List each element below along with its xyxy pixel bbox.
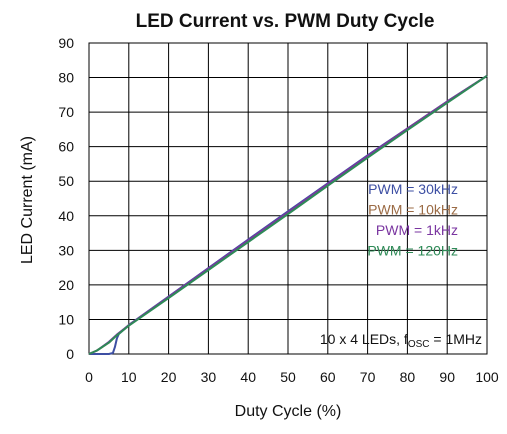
legend-entry: PWM = 30kHz <box>368 181 458 197</box>
y-axis-label: LED Current (mA) <box>19 136 36 264</box>
y-axis-ticks: 0 10 20 30 40 50 60 70 80 90 <box>58 35 74 362</box>
annotation-prefix: 10 x 4 LEDs, f <box>320 331 408 347</box>
x-axis-label: Duty Cycle (%) <box>235 403 342 420</box>
x-tick-label: 0 <box>85 369 93 385</box>
y-tick-label: 40 <box>58 208 74 224</box>
x-axis-ticks: 0 10 20 30 40 50 60 70 80 90 100 <box>85 369 499 385</box>
x-tick-label: 50 <box>280 369 296 385</box>
y-tick-label: 90 <box>58 35 74 51</box>
y-tick-label: 70 <box>58 104 74 120</box>
grid <box>89 43 487 354</box>
x-tick-label: 40 <box>240 369 256 385</box>
y-tick-label: 30 <box>58 242 74 258</box>
legend-entry: PWM = 10kHz <box>368 202 458 218</box>
series-line-4 <box>88 74 488 355</box>
series-lines <box>88 74 488 355</box>
legend: PWM = 30kHz PWM = 10kHz PWM = 1kHz PWM = 12… <box>367 181 458 259</box>
legend-entry: PWM = 120Hz <box>367 243 458 259</box>
y-tick-label: 50 <box>58 173 74 189</box>
x-tick-label: 100 <box>475 369 499 385</box>
x-tick-label: 90 <box>439 369 455 385</box>
x-tick-label: 30 <box>201 369 217 385</box>
plot-frame <box>88 42 488 355</box>
y-tick-label: 20 <box>58 277 74 293</box>
x-tick-label: 80 <box>400 369 416 385</box>
legend-entry: PWM = 1kHz <box>376 222 458 238</box>
x-tick-label: 70 <box>360 369 376 385</box>
y-tick-label: 80 <box>58 70 74 86</box>
y-tick-label: 60 <box>58 139 74 155</box>
x-tick-label: 10 <box>121 369 137 385</box>
chart-title: LED Current vs. PWM Duty Cycle <box>136 11 435 32</box>
annotation-subscript: OSC <box>408 339 430 350</box>
annotation-suffix: = 1MHz <box>429 331 482 347</box>
y-tick-label: 10 <box>58 311 74 327</box>
annotation: 10 x 4 LEDs, fOSC = 1MHz <box>320 331 482 350</box>
x-tick-label: 60 <box>320 369 336 385</box>
y-tick-label: 0 <box>66 346 74 362</box>
x-tick-label: 20 <box>161 369 177 385</box>
